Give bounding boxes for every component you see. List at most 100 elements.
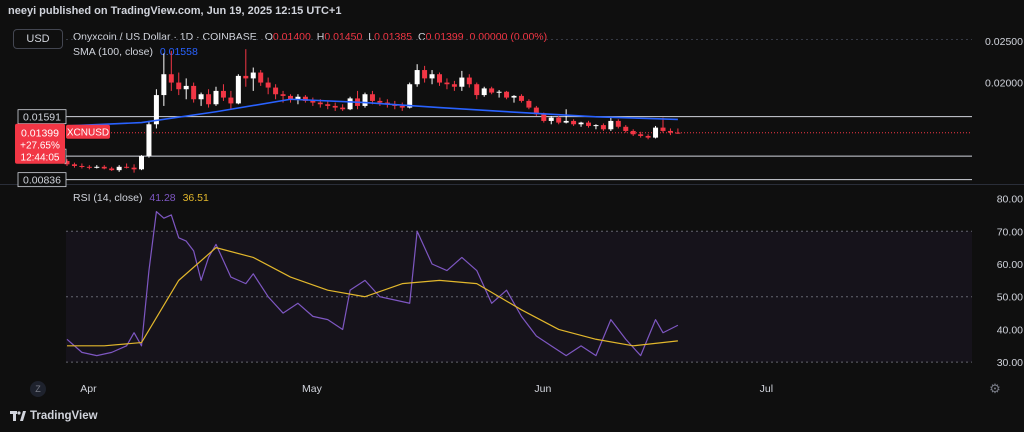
rsi-label[interactable]: RSI (14, close) <box>73 192 143 204</box>
candle-body <box>288 95 293 100</box>
rsi-ma-line <box>67 247 678 347</box>
candle-body <box>675 132 681 134</box>
candle <box>79 163 85 169</box>
candle-body <box>280 94 286 96</box>
candle-body <box>153 95 159 125</box>
candle-body <box>235 75 241 104</box>
candle <box>660 117 666 133</box>
candle-body <box>593 125 599 127</box>
candle <box>116 165 122 172</box>
candle-body <box>79 165 85 167</box>
candle-body <box>466 77 472 85</box>
low-label: L <box>368 31 375 43</box>
currency-button[interactable]: USD <box>13 29 63 49</box>
candle <box>161 53 167 106</box>
candle <box>593 124 599 130</box>
candle <box>466 74 472 88</box>
candle-body <box>660 127 666 131</box>
candle <box>623 125 629 133</box>
candle <box>369 90 375 105</box>
candle <box>355 90 361 110</box>
close-label: C <box>418 31 426 43</box>
candle <box>198 92 204 106</box>
rsi-tick-label: 70.00 <box>997 226 1023 238</box>
time-axis-label: Jul <box>760 383 773 395</box>
candle <box>459 70 465 91</box>
candle-body <box>213 90 219 105</box>
candle-body <box>265 82 271 88</box>
gear-icon[interactable]: ⚙ <box>989 381 1001 396</box>
candle <box>250 67 256 91</box>
candle-body <box>124 166 130 168</box>
candle <box>288 94 293 103</box>
candle-body <box>94 166 100 168</box>
candle-body <box>511 95 517 98</box>
candle-body <box>630 130 636 135</box>
tradingview-brand[interactable]: TradingView <box>10 410 98 422</box>
candle <box>377 97 383 106</box>
candle-body <box>161 74 167 96</box>
z-icon[interactable]: Z <box>30 381 46 397</box>
candle-body <box>347 98 353 110</box>
candle <box>496 90 502 98</box>
candle-body <box>422 70 428 79</box>
candle <box>489 86 495 95</box>
candle <box>94 165 100 169</box>
candle-body <box>600 125 606 130</box>
candle <box>131 164 137 173</box>
sma-value: 0.01558 <box>159 46 198 58</box>
rsi-tick-label: 60.00 <box>997 259 1023 271</box>
candle-body <box>168 74 174 83</box>
level-box <box>17 172 67 188</box>
symbol-label[interactable]: Onyxcoin / US Dollar · 1D · COINBASE <box>73 31 257 43</box>
candle <box>399 102 405 111</box>
candle <box>504 90 510 100</box>
candle-body <box>377 100 383 103</box>
level-box <box>17 109 67 125</box>
candle-body <box>578 122 584 125</box>
candle <box>556 115 562 125</box>
candle-body <box>399 105 405 108</box>
candle <box>615 119 621 129</box>
candle-body <box>481 88 487 96</box>
candle <box>600 123 606 131</box>
candle-body <box>332 105 338 108</box>
candle-body <box>362 94 368 106</box>
time-axis-label: Jun <box>534 383 551 395</box>
candle <box>220 84 226 101</box>
level-box-label: 0.00836 <box>23 175 61 187</box>
candle <box>481 86 487 97</box>
candle-body <box>496 91 502 93</box>
open-label: O <box>264 31 273 43</box>
candle-body <box>526 100 532 108</box>
candle <box>64 159 70 166</box>
sma-label[interactable]: SMA (100, close) <box>73 46 153 58</box>
ticker-tag-label: XCNUSD <box>67 128 109 139</box>
candle <box>235 74 241 105</box>
candle-body <box>258 72 264 83</box>
candle-body <box>191 85 197 100</box>
candle <box>71 162 77 168</box>
candle <box>675 128 681 134</box>
candle-body <box>198 94 204 100</box>
candle-body <box>541 114 547 121</box>
candle-body <box>414 70 420 85</box>
candle <box>638 131 644 138</box>
candle-body <box>183 85 189 90</box>
candle <box>273 84 279 100</box>
candle-body <box>623 126 629 131</box>
candle-body <box>407 84 413 108</box>
candle <box>325 100 331 110</box>
candle <box>332 102 338 111</box>
candle-body <box>109 168 115 171</box>
candle <box>422 65 428 83</box>
candle <box>213 86 219 106</box>
rsi-tick-label: 30.00 <box>997 357 1023 369</box>
candle-body <box>302 96 308 101</box>
candle-body <box>638 134 644 136</box>
candle <box>258 70 264 86</box>
candle <box>653 125 659 139</box>
rsi-tick-label: 80.00 <box>997 194 1023 206</box>
candle <box>168 50 174 91</box>
